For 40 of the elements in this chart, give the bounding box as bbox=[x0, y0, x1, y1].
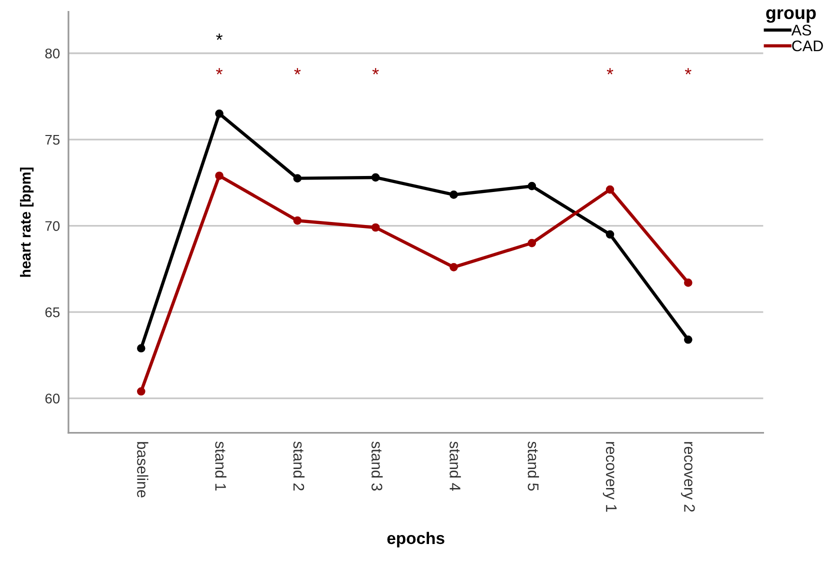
legend-label: AS bbox=[791, 24, 812, 36]
point bbox=[606, 185, 614, 194]
y-tick-label: 75 bbox=[45, 135, 60, 145]
x-tick-label: stand 5 bbox=[528, 442, 539, 491]
x-tick-label: stand 2 bbox=[293, 442, 305, 490]
x-tick-label: recovery 1 bbox=[602, 442, 617, 512]
point bbox=[215, 109, 224, 118]
x-axis-title: epochs bbox=[387, 532, 444, 548]
x-tick-label: stand 4 bbox=[450, 442, 461, 491]
point bbox=[684, 278, 692, 287]
point bbox=[136, 344, 146, 352]
legend-label: CAD bbox=[792, 40, 823, 52]
annotation: * bbox=[216, 68, 223, 74]
point bbox=[450, 190, 458, 199]
legend-title: group bbox=[766, 9, 816, 23]
x-tick-label: stand 1 bbox=[215, 442, 226, 490]
annotation: * bbox=[294, 68, 301, 74]
y-tick-label: 80 bbox=[45, 48, 60, 58]
x-tick-label: stand 3 bbox=[371, 442, 383, 491]
point bbox=[136, 387, 146, 396]
annotation: * bbox=[606, 68, 614, 74]
y-tick-label: 70 bbox=[45, 221, 60, 231]
y-tick-label: 60 bbox=[45, 394, 60, 404]
point bbox=[684, 335, 692, 344]
point bbox=[293, 174, 302, 183]
y-tick-label: 65 bbox=[45, 307, 60, 318]
annotation: * bbox=[372, 68, 379, 74]
annotation: * bbox=[684, 68, 692, 74]
point bbox=[293, 216, 302, 225]
point bbox=[371, 173, 380, 182]
point bbox=[450, 263, 458, 272]
point bbox=[215, 172, 224, 180]
x-tick-label: recovery 2 bbox=[681, 442, 695, 512]
point bbox=[606, 230, 614, 239]
point bbox=[371, 223, 380, 232]
annotation: * bbox=[216, 34, 223, 40]
point bbox=[528, 238, 536, 248]
point bbox=[528, 182, 536, 190]
y-axis-title: heart rate [bpm] bbox=[20, 168, 34, 277]
x-tick-label: baseline bbox=[137, 442, 148, 498]
